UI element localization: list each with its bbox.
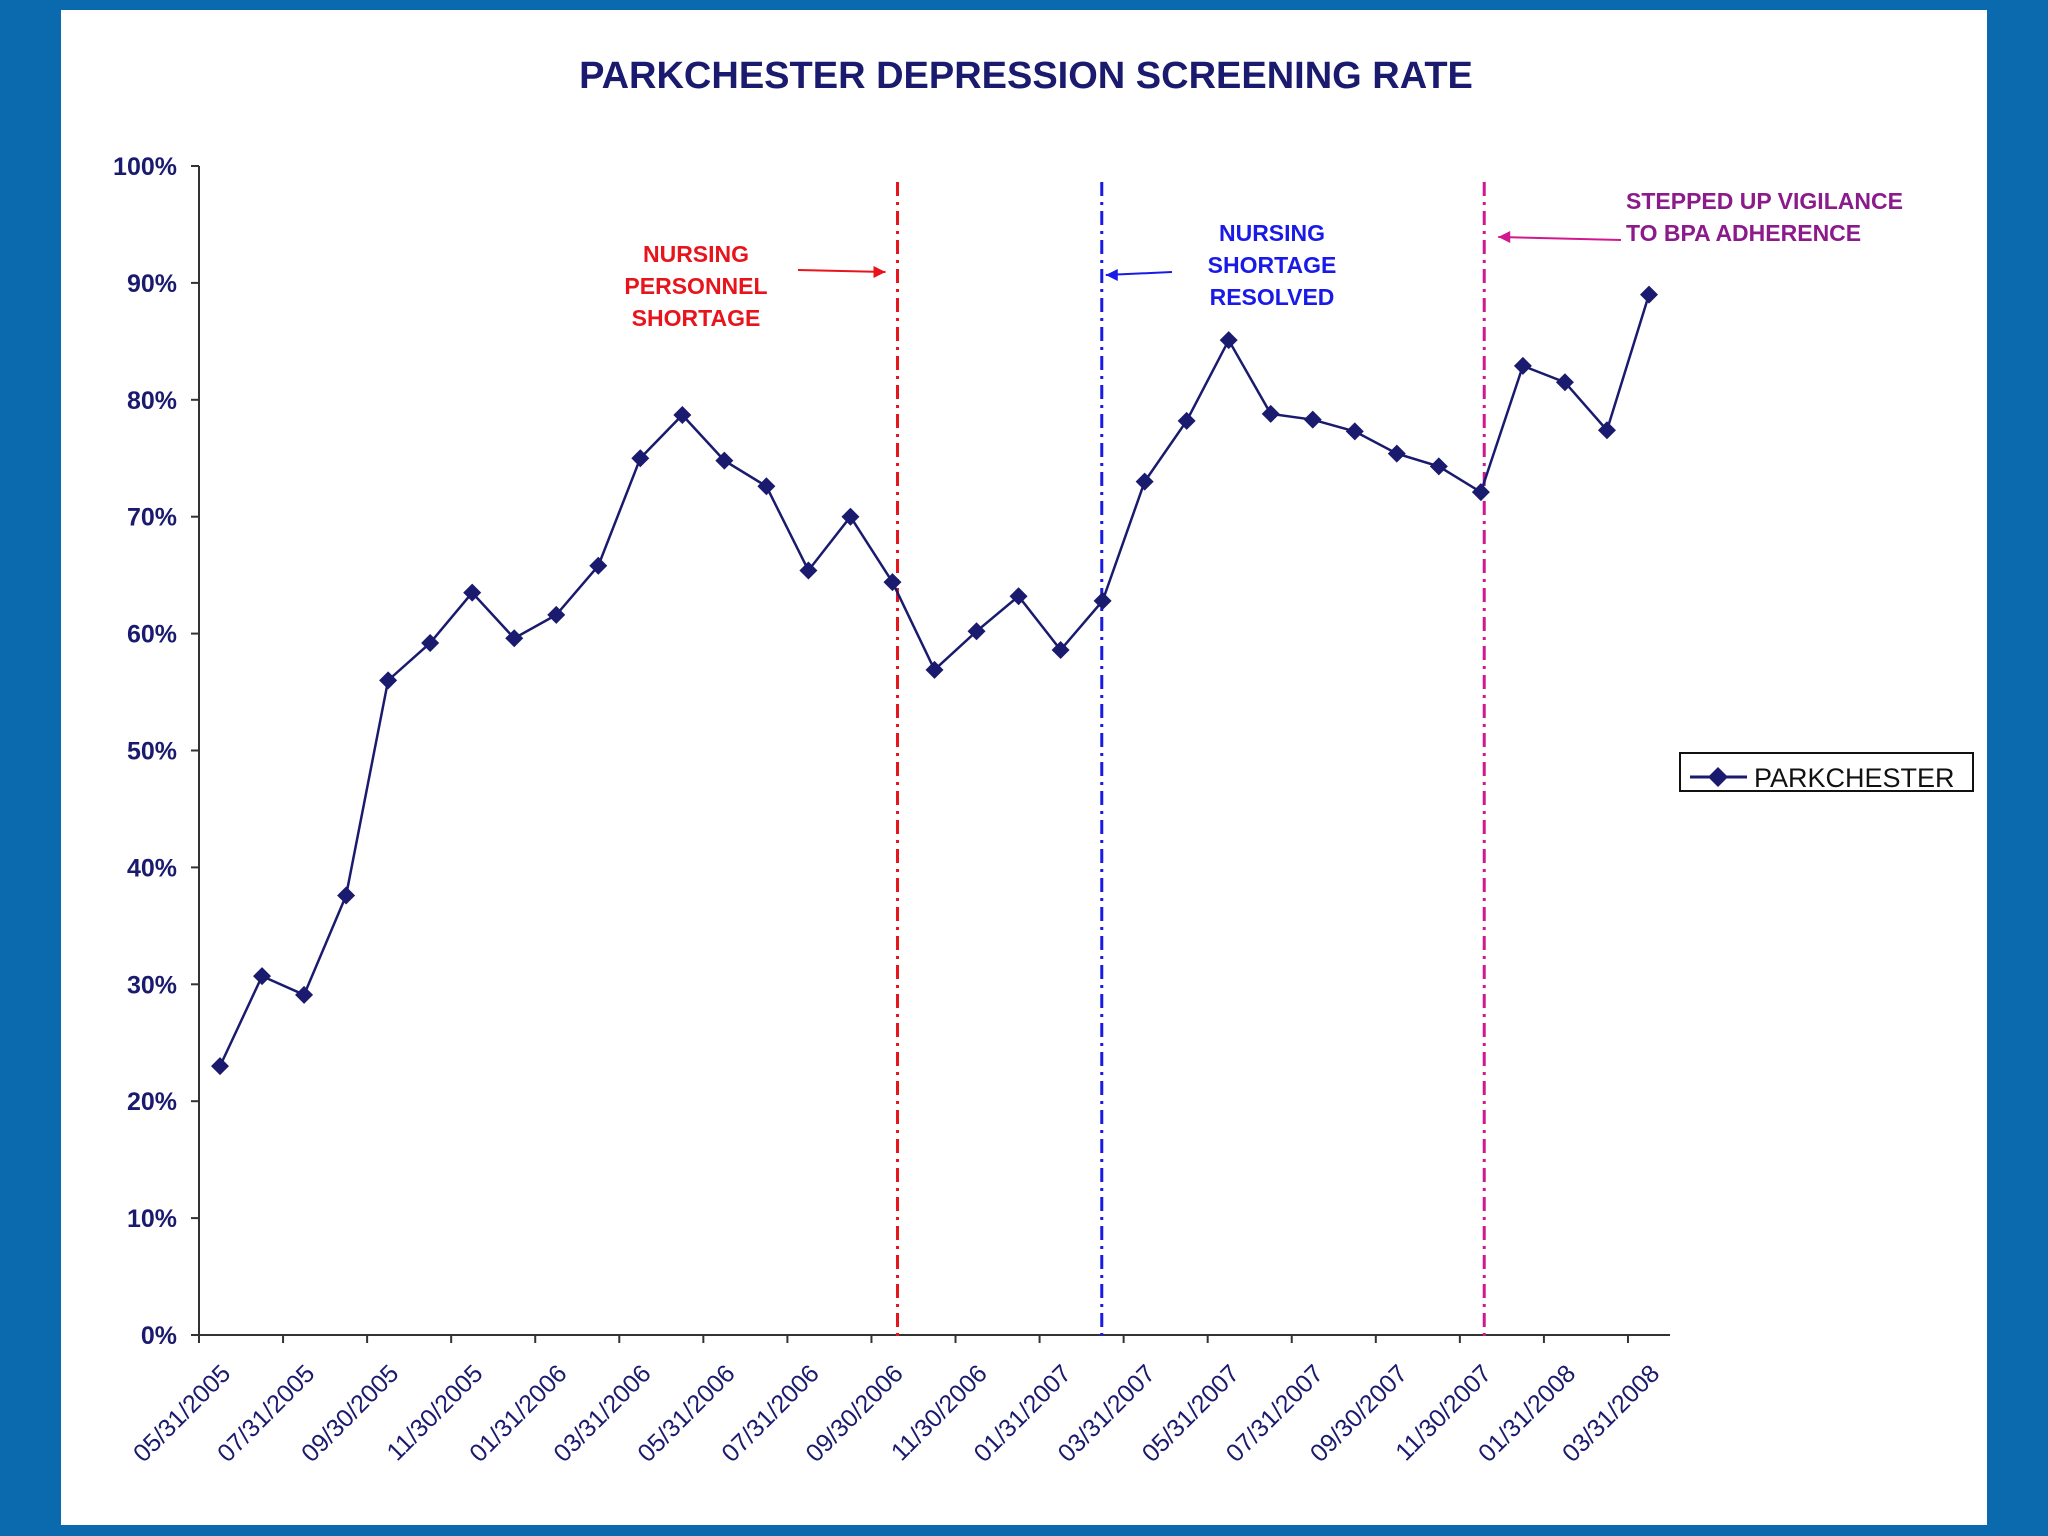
chart-frame: PARKCHESTER DEPRESSION SCREENING RATE 0%… — [61, 10, 1987, 1525]
data-point — [253, 967, 272, 986]
data-point — [925, 660, 944, 679]
data-point — [841, 507, 860, 526]
data-point — [1135, 472, 1154, 491]
y-tick-label: 40% — [127, 854, 177, 882]
data-point — [379, 671, 398, 690]
legend-box — [1679, 752, 1974, 792]
data-point — [1387, 444, 1406, 463]
data-point — [1597, 421, 1616, 440]
data-point — [1093, 591, 1112, 610]
annotation-text: STEPPED UP VIGILANCE — [1626, 188, 1903, 214]
data-point — [1471, 483, 1490, 502]
annotation-text: TO BPA ADHERENCE — [1626, 220, 1861, 246]
data-point — [757, 477, 776, 496]
data-point — [1219, 331, 1238, 350]
data-point — [1261, 404, 1280, 423]
data-point — [463, 583, 482, 602]
data-point — [589, 556, 608, 575]
data-point — [631, 449, 650, 468]
data-point — [967, 622, 986, 641]
y-tick-label: 100% — [113, 153, 177, 181]
y-tick-label: 70% — [127, 504, 177, 532]
annotation-arrowhead — [873, 266, 886, 278]
data-point — [673, 405, 692, 424]
annotation-arrow — [797, 269, 886, 273]
y-tick-label: 60% — [127, 621, 177, 649]
data-point — [1429, 457, 1448, 476]
data-point — [295, 985, 314, 1004]
data-point — [715, 451, 734, 470]
annotation-arrowhead — [1105, 269, 1118, 281]
y-tick-label: 80% — [127, 387, 177, 415]
y-tick-label: 90% — [127, 270, 177, 298]
annotation-text: PERSONNEL — [624, 273, 767, 299]
annotation-arrow — [1498, 236, 1622, 241]
data-point — [883, 573, 902, 592]
data-point — [337, 886, 356, 905]
data-point — [1009, 587, 1028, 606]
data-point — [799, 561, 818, 580]
data-point — [547, 605, 566, 624]
annotation-text: NURSING — [1219, 220, 1325, 246]
data-point — [1177, 411, 1196, 430]
annotation-text: RESOLVED — [1210, 284, 1335, 310]
data-point — [1555, 373, 1574, 392]
y-tick-label: 50% — [127, 738, 177, 766]
annotation-arrowhead — [1498, 231, 1511, 243]
y-tick-label: 10% — [127, 1205, 177, 1233]
legend: PARKCHESTER — [1679, 752, 1974, 793]
data-point — [211, 1057, 230, 1076]
y-tick-label: 20% — [127, 1088, 177, 1116]
y-tick-label: 0% — [141, 1322, 177, 1350]
series-line — [218, 294, 1651, 1067]
data-point — [1639, 285, 1658, 304]
annotations: NURSING PERSONNEL SHORTAGE NURSING SHORTAGE R… — [624, 182, 1903, 1338]
series — [211, 285, 1658, 1076]
legend-label: PARKCHESTER — [1754, 763, 1955, 793]
data-point — [1345, 422, 1364, 441]
data-point — [421, 633, 440, 652]
annotation-text: SHORTAGE — [1208, 252, 1337, 278]
legend-marker — [1708, 767, 1728, 787]
chart-svg: PARKCHESTER DEPRESSION SCREENING RATE 0%… — [113, 55, 1974, 1468]
data-point — [1513, 356, 1532, 375]
data-point — [505, 629, 524, 648]
data-point — [1303, 410, 1322, 429]
y-tick-label: 30% — [127, 971, 177, 999]
annotation-text: NURSING — [643, 241, 749, 267]
annotation-text: SHORTAGE — [632, 305, 761, 331]
data-point — [1051, 640, 1070, 659]
axes: 0%10%20%30%40%50%60%70%80%90%100%05/31/2… — [113, 153, 1670, 1468]
chart-title: PARKCHESTER DEPRESSION SCREENING RATE — [579, 55, 1473, 97]
